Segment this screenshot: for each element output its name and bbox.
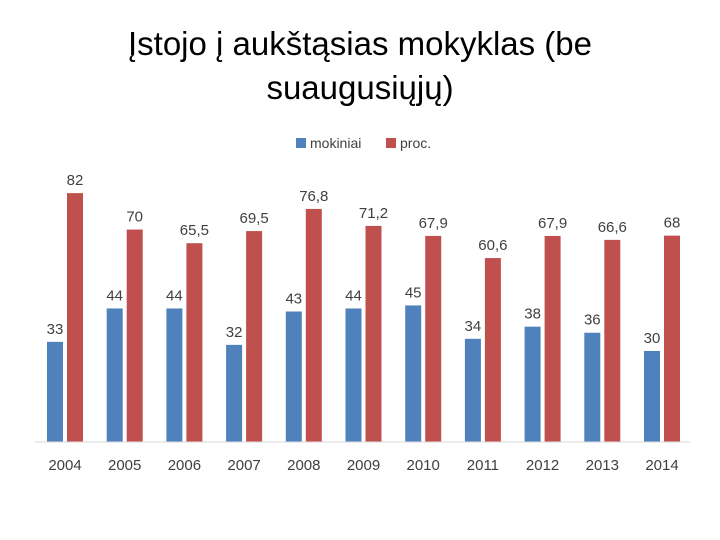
data-label-proc-2009: 71,2 [359,205,388,222]
x-tick-label: 2014 [645,457,678,474]
data-label-proc-2004: 82 [67,172,84,189]
data-label-mokiniai-2010: 45 [405,284,422,301]
data-label-proc-2005: 70 [126,209,143,226]
bar-proc-2006 [186,243,203,442]
legend-label-0: mokiniai [310,135,361,151]
bar-mokiniai-2012 [524,326,541,442]
x-tick-label: 2011 [467,457,499,474]
data-label-proc-2014: 68 [664,215,681,232]
data-label-proc-2006: 65,5 [180,222,209,239]
data-label-mokiniai-2011: 34 [465,318,482,335]
bar-proc-2004 [67,193,83,442]
data-label-proc-2008: 76,8 [299,188,328,205]
bar-mokiniai-2014 [644,350,660,442]
data-label-mokiniai-2013: 36 [584,312,601,329]
data-label-mokiniai-2007: 32 [226,324,243,341]
x-tick-label: 2012 [526,457,559,474]
bar-proc-2014 [664,235,680,442]
legend-label-1: proc. [400,135,431,151]
title-line-1: Įstojo į aukštąsias mokyklas (be [127,25,592,62]
bar-mokiniai-2006 [166,308,183,442]
bar-proc-2009 [365,225,382,442]
x-tick-label: 2006 [168,457,201,474]
bar-mokiniai-2013 [584,332,601,442]
bar-mokiniai-2010 [405,305,422,442]
bar-mokiniai-2008 [285,311,302,442]
legend-swatch-1 [386,138,396,148]
bar-proc-2005 [126,229,143,442]
bar-proc-2012 [544,235,561,442]
x-tick-label: 2004 [48,457,81,474]
title-line-2: suaugusiųjų) [266,69,454,106]
x-tick-label: 2013 [586,457,619,474]
data-label-mokiniai-2008: 43 [285,290,302,307]
bar-proc-2008 [305,208,322,442]
x-tick-label: 2009 [347,457,380,474]
bar-mokiniai-2005 [106,308,123,442]
data-label-proc-2012: 67,9 [538,215,567,232]
data-label-mokiniai-2014: 30 [644,330,661,347]
data-label-mokiniai-2005: 44 [106,287,123,304]
page-title: Įstojo į aukštąsias mokyklas (be suaugus… [40,22,680,110]
bar-proc-2007 [246,231,263,442]
x-tick-label: 2008 [287,457,320,474]
data-label-mokiniai-2006: 44 [166,287,183,304]
bar-mokiniai-2007 [226,344,243,442]
data-label-proc-2007: 69,5 [239,210,268,227]
x-tick-label: 2007 [227,457,260,474]
bar-mokiniai-2004 [47,341,63,442]
data-label-mokiniai-2009: 44 [345,287,362,304]
data-label-proc-2010: 67,9 [419,215,448,232]
bar-mokiniai-2009 [345,308,362,442]
bar-proc-2010 [425,235,442,442]
data-label-mokiniai-2012: 38 [524,306,541,323]
x-tick-label: 2010 [407,457,440,474]
x-tick-label: 2005 [108,457,141,474]
bar-mokiniai-2011 [464,338,481,442]
data-label-proc-2013: 66,6 [598,219,627,236]
data-label-proc-2011: 60,6 [478,237,507,254]
data-label-mokiniai-2004: 33 [47,321,64,338]
legend-swatch-0 [296,138,306,148]
bar-proc-2011 [484,258,501,442]
bar-proc-2013 [604,239,621,442]
